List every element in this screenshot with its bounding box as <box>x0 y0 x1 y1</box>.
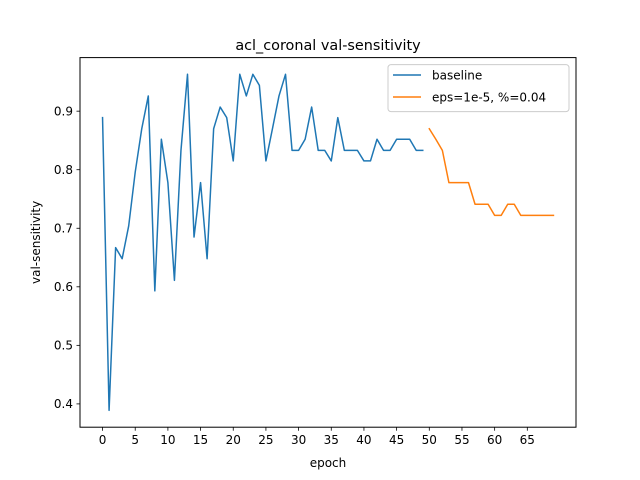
y-tick-label: 0.6 <box>54 280 73 294</box>
legend: baseline eps=1e-5, %=0.04 <box>387 64 570 113</box>
x-tick-label: 15 <box>193 433 208 447</box>
x-axis-ticks: 0 5 10 15 20 25 30 35 40 45 50 55 60 65 <box>99 427 535 447</box>
series-line-baseline <box>101 73 424 412</box>
y-tick-label: 0.9 <box>54 104 73 118</box>
chart-title: acl_coronal val-sensitivity <box>235 38 421 54</box>
x-tick-label: 50 <box>422 433 437 447</box>
x-tick-label: 5 <box>131 433 139 447</box>
y-axis-label: val-sensitivity <box>29 201 43 284</box>
y-tick-label: 0.7 <box>54 222 73 236</box>
x-tick-label: 65 <box>520 433 535 447</box>
x-tick-label: 35 <box>324 433 339 447</box>
x-tick-label: 60 <box>487 433 502 447</box>
legend-label-baseline: baseline <box>432 69 482 83</box>
plot-frame <box>79 57 577 428</box>
legend-box <box>387 64 570 113</box>
y-tick-label: 0.8 <box>54 163 73 177</box>
x-tick-label: 25 <box>258 433 273 447</box>
x-axis-label: epoch <box>310 456 347 470</box>
series-line-eps <box>428 127 555 217</box>
x-tick-label: 45 <box>389 433 404 447</box>
x-tick-label: 10 <box>160 433 175 447</box>
x-tick-label: 20 <box>226 433 241 447</box>
x-tick-label: 0 <box>99 433 107 447</box>
y-tick-label: 0.4 <box>54 397 73 411</box>
x-tick-label: 30 <box>291 433 306 447</box>
y-axis-ticks: 0.4 0.5 0.6 0.7 0.8 0.9 <box>54 104 80 411</box>
legend-label-eps: eps=1e-5, %=0.04 <box>432 91 546 105</box>
y-tick-label: 0.5 <box>54 339 73 353</box>
x-tick-label: 55 <box>454 433 469 447</box>
x-tick-label: 40 <box>356 433 371 447</box>
series-lines <box>101 73 555 412</box>
